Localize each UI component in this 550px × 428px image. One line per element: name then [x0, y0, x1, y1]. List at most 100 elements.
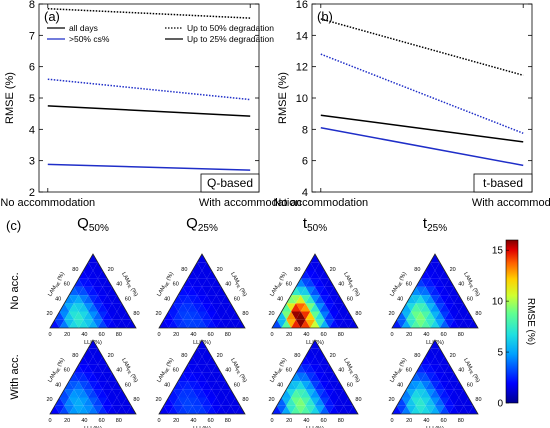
heatmap-cell: [206, 405, 217, 414]
heatmap-cell: [159, 319, 169, 328]
heatmap-cell: [206, 381, 217, 390]
colorbar-label: RMSE (%): [525, 298, 536, 345]
heatmap-cell: [300, 270, 311, 279]
heatmap-cell: [454, 319, 464, 328]
heatmap-cell: [197, 278, 207, 287]
heatmap-cell: [83, 295, 93, 304]
heatmap-cell: [88, 262, 98, 271]
heatmap-cell: [415, 278, 426, 287]
bottom-tick-label: 80: [338, 418, 344, 424]
heatmap-cell: [206, 389, 217, 398]
heatmap-cell: [329, 295, 339, 304]
right-tick-label: 60: [347, 382, 353, 388]
bottom-tick-label: 80: [225, 332, 231, 338]
heatmap-cell: [197, 262, 207, 271]
column-title: Q25%: [186, 215, 218, 234]
ternary-outline: [391, 253, 479, 329]
heatmap-cell: [420, 381, 431, 390]
heatmap-cell: [88, 364, 98, 373]
heatmap-cell: [415, 397, 426, 406]
heatmap-cell: [291, 303, 301, 312]
heatmap-cell: [197, 348, 207, 357]
heatmap-cell: [116, 397, 127, 406]
heatmap-cell: [300, 278, 311, 287]
heatmap-cell: [173, 389, 183, 398]
bottom-tick-label: 20: [406, 332, 412, 338]
right-axis-label: LAMPE (%): [229, 271, 248, 298]
heatmap-cell: [192, 348, 202, 357]
heatmap-cell: [396, 397, 407, 406]
heatmap-cell: [187, 364, 198, 373]
heatmap-cell: [415, 303, 426, 312]
heatmap-cell: [168, 389, 179, 398]
heatmap-cell: [202, 270, 212, 279]
heatmap-cell: [197, 311, 207, 320]
heatmap-cell: [121, 397, 132, 406]
bottom-tick-label: 80: [225, 418, 231, 424]
heatmap-cell: [430, 364, 440, 373]
heatmap-cell: [329, 389, 339, 398]
heatmap-cell: [430, 405, 440, 414]
ternary-plot: 0 20 40 60 80 LLI (%) 80 60 40 20 20 40 60 80 LAMNE (%…: [388, 339, 482, 428]
heatmap-cell: [449, 319, 459, 328]
heatmap-cell: [334, 295, 344, 304]
heatmap-cell: [291, 372, 301, 382]
heatmap-cell: [310, 262, 320, 271]
heatmap-cell: [305, 311, 315, 320]
heatmap-cell: [291, 295, 301, 304]
heatmap-cell: [420, 364, 431, 373]
y-tick-label: 8: [29, 0, 35, 11]
heatmap-cell: [187, 389, 198, 398]
heatmap-cell: [315, 364, 325, 373]
heatmap-cell: [439, 278, 450, 287]
heatmap-cell: [286, 405, 296, 414]
colorbar: 0 5 10 15 RMSE (%): [492, 239, 536, 410]
left-tick-label: 60: [64, 282, 70, 288]
heatmap-cell: [73, 286, 84, 296]
ternary-outline: [391, 339, 479, 415]
heatmap-cell: [444, 372, 455, 382]
heatmap-cell: [343, 319, 354, 328]
heatmap-cell: [182, 381, 193, 390]
heatmap-cell: [69, 405, 79, 414]
left-tick-label: 60: [406, 368, 412, 374]
heatmap-cell: [192, 389, 202, 398]
heatmap-cell: [93, 311, 103, 320]
heatmap-cell: [425, 372, 435, 382]
heatmap-cell: [305, 286, 315, 296]
heatmap-cell: [319, 356, 330, 365]
heatmap-cell: [454, 389, 464, 398]
heatmap-cell: [310, 397, 320, 406]
heatmap-cell: [435, 286, 445, 296]
heatmap-cell: [406, 381, 416, 390]
heatmap-cell: [425, 311, 435, 320]
y-axis-label: RMSE (%): [277, 72, 289, 124]
heatmap-cell: [211, 381, 222, 390]
heatmap-cell: [221, 319, 231, 328]
bottom-axis-label: LLI (%): [306, 426, 324, 428]
series-line: [320, 18, 524, 77]
heatmap-cell: [88, 278, 98, 287]
heatmap-cell: [415, 286, 426, 296]
y-tick-label: 3: [29, 156, 35, 168]
heatmap-cell: [439, 319, 450, 328]
heatmap-cell: [192, 356, 202, 365]
ternary-outline: [271, 253, 359, 329]
heatmap-cell: [59, 389, 70, 398]
heatmap-cell: [97, 364, 108, 373]
heatmap-cell: [300, 319, 311, 328]
heatmap-cell: [286, 319, 296, 328]
heatmap-cell: [449, 303, 459, 312]
right-tick-label: 40: [116, 282, 122, 288]
heatmap-cell: [305, 278, 315, 287]
heatmap-cell: [430, 295, 440, 304]
heatmap-cell: [182, 397, 193, 406]
heatmap-cell: [392, 405, 402, 414]
heatmap-cell: [88, 397, 98, 406]
bottom-tick-label: 60: [321, 418, 327, 424]
heatmap-cell: [286, 397, 296, 406]
heatmap-cell: [221, 303, 231, 312]
heatmap-cell: [182, 405, 193, 414]
heatmap-cell: [324, 405, 335, 414]
heatmap-cell: [187, 278, 198, 287]
